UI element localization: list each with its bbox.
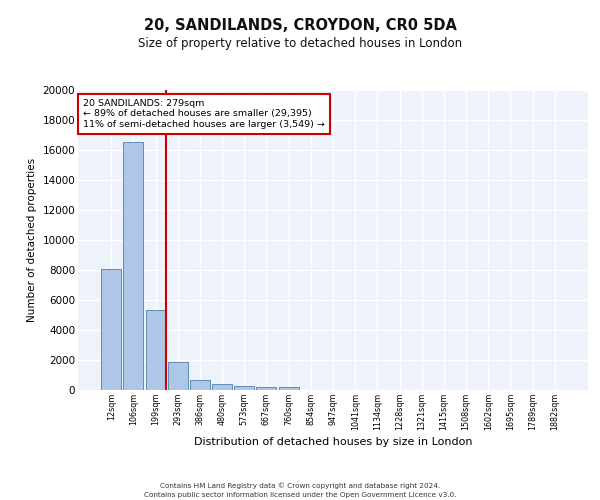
Bar	[278, 387, 299, 390]
Text: Size of property relative to detached houses in London: Size of property relative to detached ho…	[138, 38, 462, 51]
Bar	[146, 310, 166, 390]
Bar	[256, 386, 277, 390]
Y-axis label: Number of detached properties: Number of detached properties	[27, 158, 37, 322]
Bar	[212, 384, 232, 390]
Text: Contains HM Land Registry data © Crown copyright and database right 2024.
Contai: Contains HM Land Registry data © Crown c…	[144, 482, 456, 498]
X-axis label: Distribution of detached houses by size in London: Distribution of detached houses by size …	[194, 437, 472, 447]
Bar	[168, 362, 188, 390]
Text: 20 SANDILANDS: 279sqm
← 89% of detached houses are smaller (29,395)
11% of semi-: 20 SANDILANDS: 279sqm ← 89% of detached …	[83, 99, 325, 129]
Bar	[124, 142, 143, 390]
Bar	[234, 386, 254, 390]
Bar	[190, 380, 210, 390]
Bar	[101, 268, 121, 390]
Text: 20, SANDILANDS, CROYDON, CR0 5DA: 20, SANDILANDS, CROYDON, CR0 5DA	[143, 18, 457, 32]
